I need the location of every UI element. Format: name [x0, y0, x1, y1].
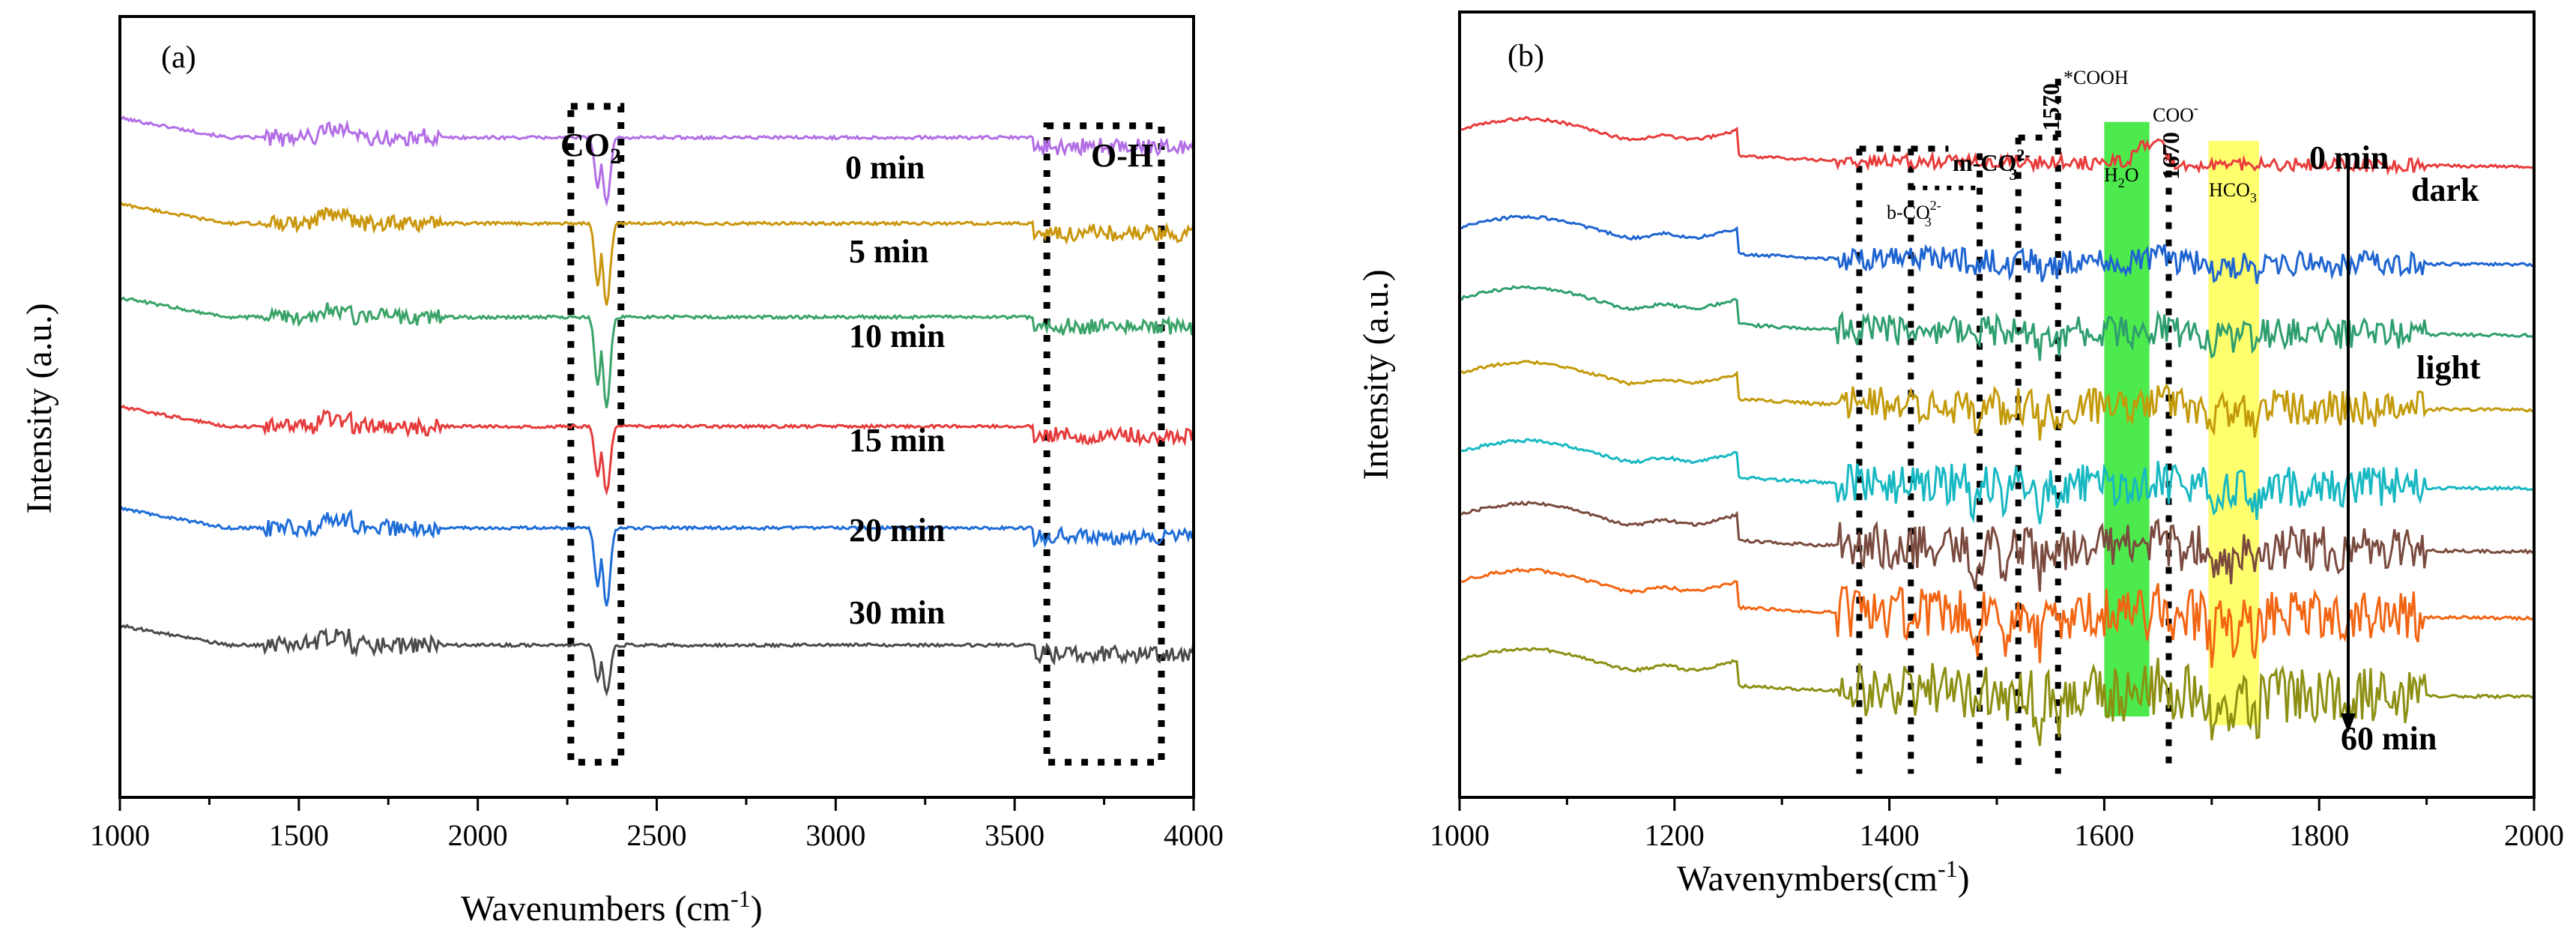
- b-x-tick-label: 1600: [2074, 818, 2134, 852]
- b-cooh-label: *COOH: [2063, 67, 2129, 88]
- b-x-tick-label: 1000: [1430, 818, 1490, 852]
- a-region-box: [1043, 122, 1165, 766]
- b-series-line: [1459, 359, 2535, 441]
- panel-a: 1000 1500 2000 2500 3000 3500 4000 (a) CO2 O-H…: [19, 15, 1224, 929]
- a-y-axis-title: Intensity (a.u.): [19, 303, 59, 513]
- a-x-tick-label: 2000: [448, 818, 508, 852]
- b-series-line: [1459, 500, 2535, 592]
- a-x-ticks: 1000 1500 2000 2500 3000 3500 4000: [90, 797, 1224, 852]
- a-series-line: [119, 115, 1195, 208]
- a-series-label: 10 min: [849, 318, 945, 354]
- b-series-line: [1459, 115, 2535, 176]
- a-series-label: 30 min: [849, 594, 945, 631]
- b-dark-label: dark: [2411, 172, 2479, 208]
- a-series-line: [119, 296, 1195, 408]
- panel-b: 1000 1200 1400 1600 1800 2000 (b) 0 min 60 mi…: [1356, 10, 2564, 899]
- b-light-label: light: [2416, 349, 2481, 386]
- a-oh-label: O-H: [1091, 137, 1153, 174]
- a-series-label: 20 min: [849, 512, 945, 549]
- b-plot-frame: [1458, 10, 2536, 799]
- a-series-line: [119, 624, 1195, 697]
- a-series-label: 15 min: [849, 422, 945, 459]
- b-mco3-label: m-CO2-3: [1953, 145, 2031, 184]
- b-y-axis-title: Intensity (a.u.): [1356, 269, 1396, 480]
- b-series-group: [1459, 115, 2535, 746]
- b-x-tick-label: 1800: [2289, 818, 2349, 852]
- b-series-line: [1459, 647, 2535, 746]
- b-h2o-label: H2O: [2104, 164, 2139, 190]
- b-1570-label: 1570: [2037, 83, 2064, 131]
- a-x-tick-label: 3000: [805, 818, 865, 852]
- a-series-group: [119, 115, 1195, 697]
- a-series-line: [119, 202, 1195, 306]
- a-x-tick-label: 3500: [985, 818, 1044, 852]
- b-series-line: [1459, 214, 2535, 284]
- b-hco3-label: HCO3: [2209, 179, 2257, 205]
- b-coo-label: COO-: [2153, 100, 2198, 126]
- b-x-tick-label: 1400: [1860, 818, 1920, 852]
- a-co2-label: CO2: [560, 127, 621, 169]
- b-series-line: [1459, 438, 2535, 525]
- b-x-tick-label: 1200: [1645, 818, 1705, 852]
- b-x-axis-title: Wavenymbers(cm-1): [1677, 855, 1970, 899]
- a-series-label: 5 min: [849, 233, 928, 270]
- a-x-axis-title: Wavenumbers (cm-1): [461, 885, 763, 929]
- b-highlight-bands: [2104, 121, 2259, 725]
- b-time-start-label: 0 min: [2309, 139, 2389, 176]
- a-panel-label: (a): [161, 40, 196, 75]
- a-series-label: 0 min: [845, 149, 925, 186]
- a-region-box: [567, 103, 625, 766]
- a-x-tick-label: 4000: [1164, 818, 1224, 852]
- a-x-tick-label: 1000: [90, 818, 150, 852]
- b-bco3-label: b-CO2-3: [1887, 198, 1941, 229]
- a-region-boxes: [567, 103, 1165, 766]
- a-x-tick-label: 2500: [627, 818, 687, 852]
- a-series-line: [119, 506, 1195, 607]
- b-1670-label: 1670: [2157, 132, 2184, 180]
- b-x-ticks: 1000 1200 1400 1600 1800 2000: [1430, 797, 2564, 852]
- b-panel-label: (b): [1508, 39, 1544, 73]
- a-x-tick-label: 1500: [269, 818, 329, 852]
- a-series-line: [119, 405, 1195, 496]
- b-time-end-label: 60 min: [2341, 720, 2437, 757]
- b-time-arrow-head: [2341, 713, 2356, 733]
- b-series-line: [1459, 285, 2535, 361]
- b-x-tick-label: 2000: [2504, 818, 2564, 852]
- b-series-line: [1459, 567, 2535, 668]
